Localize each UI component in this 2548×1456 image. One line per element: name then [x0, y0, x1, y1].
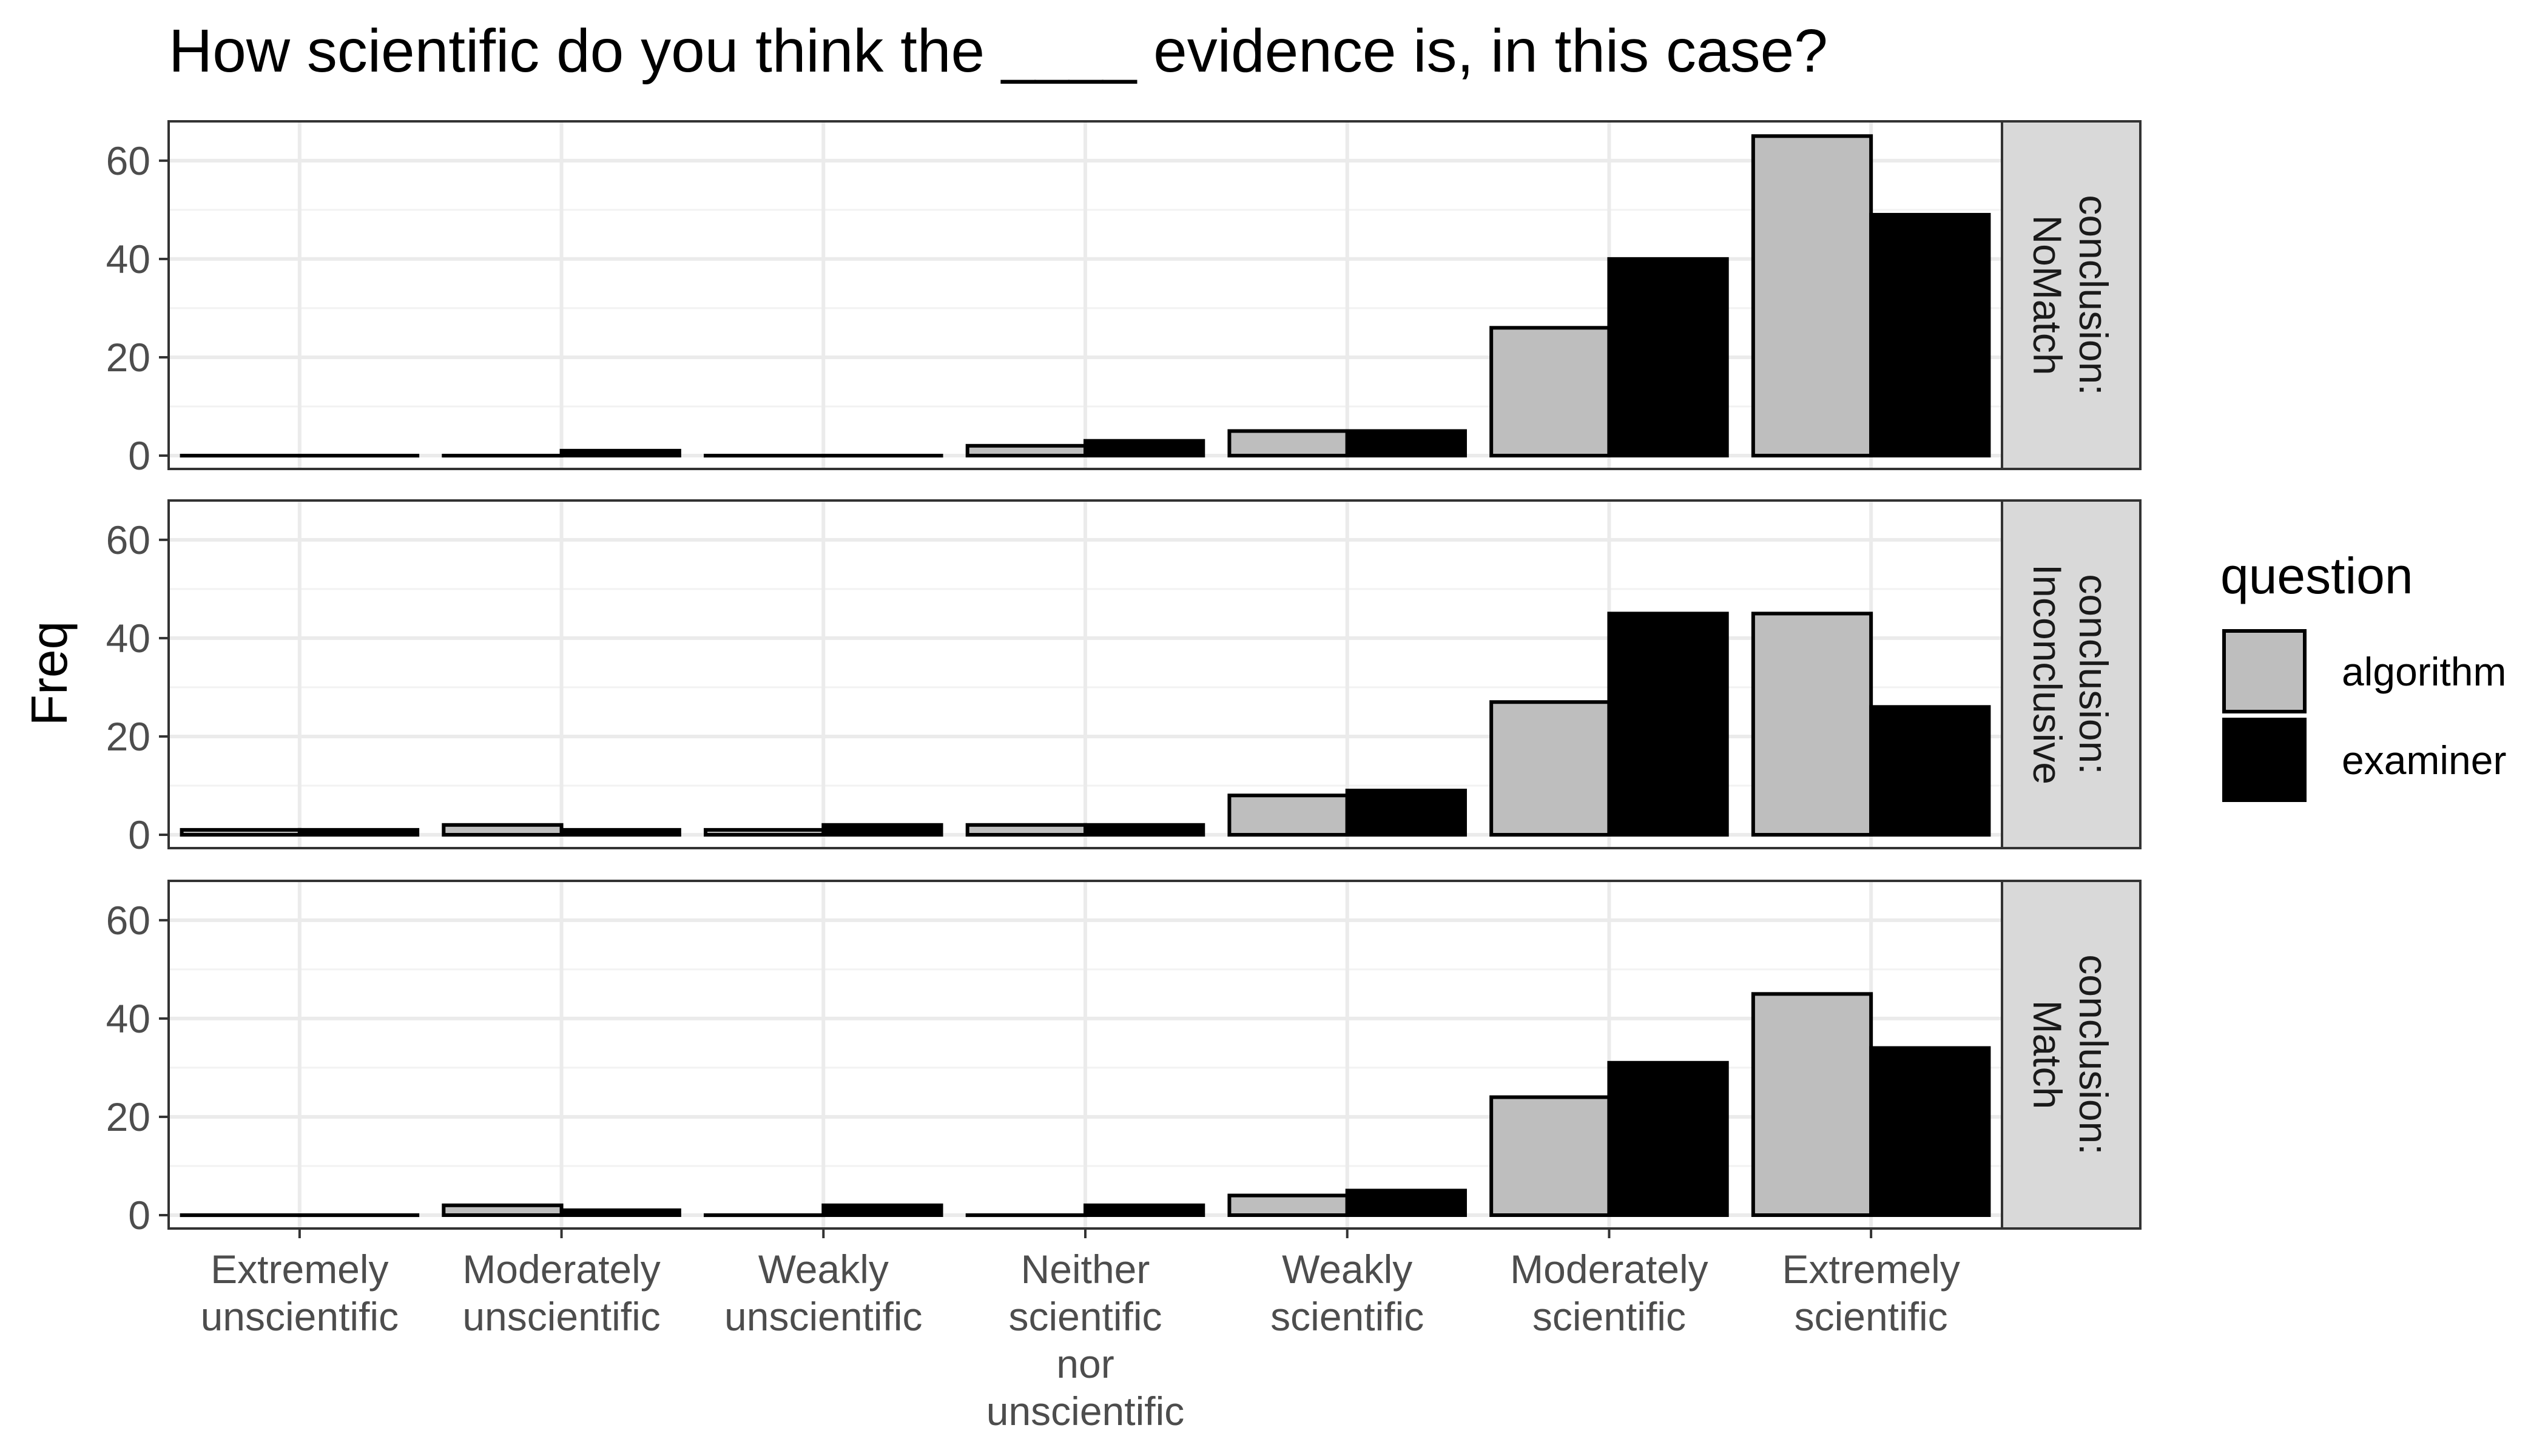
bar-algorithm	[442, 823, 564, 837]
facet-panel: 0 20 40 60 conclusion:Inconclusive	[106, 499, 2142, 857]
bar-algorithm	[704, 827, 826, 837]
x-category-label: Moderately unscientific	[462, 1247, 661, 1339]
x-category-label-line: nor	[1056, 1341, 1114, 1386]
bar-algorithm	[1227, 794, 1349, 837]
legend-label-examiner: examiner	[2342, 738, 2506, 783]
x-category-label-line: Extremely	[1782, 1247, 1960, 1292]
bar-algorithm	[965, 443, 1087, 458]
bar-examiner	[821, 1203, 943, 1217]
legend-title: question	[2220, 547, 2413, 604]
y-tick-label: 0	[128, 433, 150, 478]
x-category-label: Moderately scientific	[1510, 1247, 1708, 1339]
x-category-label: Extremely scientific	[1782, 1247, 1960, 1339]
bar-algorithm	[1227, 1193, 1349, 1218]
bar-examiner	[1345, 789, 1467, 837]
chart-title: How scientific do you think the ____ evi…	[169, 17, 1828, 85]
bar-examiner	[1607, 1060, 1729, 1218]
facet-strip-label: conclusion:Match	[2025, 954, 2116, 1154]
facet-strip-label-line: Match	[2025, 1000, 2070, 1110]
bar-examiner	[1607, 257, 1729, 457]
bar-examiner	[1607, 612, 1729, 837]
x-category-label-line: Neither	[1021, 1247, 1150, 1292]
facet-strip	[2001, 880, 2142, 1230]
bar-algorithm	[1489, 1095, 1611, 1217]
y-tick-label: 60	[106, 517, 150, 562]
facet-strip-label-line: NoMatch	[2025, 215, 2070, 375]
legend: question algorithm examiner	[2220, 547, 2506, 802]
bar-examiner	[1869, 705, 1991, 837]
y-tick-label: 20	[106, 1094, 150, 1139]
bar-examiner	[1084, 1203, 1205, 1217]
x-category-label-line: Weakly	[1282, 1247, 1412, 1292]
y-tick-label: 40	[106, 237, 150, 281]
facet-strip-label: conclusion:NoMatch	[2025, 195, 2116, 395]
x-category-label-line: scientific	[1532, 1294, 1686, 1339]
x-category-label-line: Moderately	[1510, 1247, 1708, 1292]
y-tick-label: 20	[106, 714, 150, 759]
x-category-label-line: scientific	[1270, 1294, 1424, 1339]
y-tick-label: 60	[106, 898, 150, 943]
y-tick-label: 40	[106, 996, 150, 1041]
bar-examiner	[559, 448, 681, 457]
x-category-label: Weakly unscientific	[724, 1247, 923, 1339]
legend-key-algorithm	[2222, 629, 2307, 713]
facet-panel: 0 20 40 60 conclusion:Match	[106, 880, 2142, 1238]
x-category-label-line: unscientific	[986, 1389, 1185, 1434]
y-tick-label: 40	[106, 616, 150, 661]
bar-algorithm	[180, 827, 302, 837]
x-category-label-line: Moderately	[462, 1247, 661, 1292]
facet-strip-label-line: conclusion:	[2071, 574, 2116, 774]
legend-key-examiner	[2222, 718, 2307, 802]
x-category-label-line: unscientific	[724, 1294, 923, 1339]
x-category-label-line: Extremely	[211, 1247, 388, 1292]
bar-examiner	[559, 827, 681, 837]
bar-algorithm	[1489, 700, 1611, 837]
y-tick-label: 20	[106, 335, 150, 380]
bar-algorithm	[1751, 134, 1873, 457]
bar-examiner	[821, 823, 943, 837]
facet-strip	[2001, 120, 2142, 470]
bar-examiner	[559, 1208, 681, 1218]
bar-algorithm	[1489, 326, 1611, 458]
bar-algorithm	[1751, 612, 1873, 837]
bar-algorithm	[965, 823, 1087, 837]
x-category-label: Weakly scientific	[1270, 1247, 1424, 1339]
y-tick-label: 0	[128, 812, 150, 857]
x-category-label-line: unscientific	[201, 1294, 399, 1339]
facet-strip-label-line: conclusion:	[2071, 195, 2116, 395]
facet-strip-label: conclusion:Inconclusive	[2025, 564, 2116, 784]
x-category-label: Extremely unscientific	[201, 1247, 399, 1339]
x-category-label-line: Weakly	[758, 1247, 889, 1292]
facet-panel: 0 20 40 60 conclusion:NoMatch	[106, 120, 2142, 478]
legend-label-algorithm: algorithm	[2342, 649, 2506, 694]
bar-examiner	[1345, 1188, 1467, 1218]
y-axis-title: Freq	[21, 621, 78, 726]
bar-examiner	[1345, 429, 1467, 457]
facet-strip-label-line: conclusion:	[2071, 954, 2116, 1154]
bar-examiner	[297, 827, 420, 837]
facet-panels: 0204060conclusion:NoMatch0204060conclusi…	[106, 120, 2142, 1238]
bar-algorithm	[442, 1203, 564, 1217]
bar-algorithm	[1227, 429, 1349, 457]
facet-strip	[2001, 499, 2142, 849]
x-category-label-line: scientific	[1795, 1294, 1948, 1339]
bar-algorithm	[1751, 992, 1873, 1218]
y-tick-label: 0	[128, 1193, 150, 1238]
x-category-label: Neither scientific nor unscientific	[986, 1247, 1185, 1434]
bar-examiner	[1084, 823, 1205, 837]
y-tick-label: 60	[106, 138, 150, 183]
bar-examiner	[1084, 439, 1205, 457]
x-category-label-line: unscientific	[462, 1294, 661, 1339]
x-category-label-line: scientific	[1008, 1294, 1162, 1339]
bar-examiner	[1869, 212, 1991, 457]
facet-strip-label-line: Inconclusive	[2025, 564, 2070, 784]
bar-examiner	[1869, 1046, 1991, 1217]
